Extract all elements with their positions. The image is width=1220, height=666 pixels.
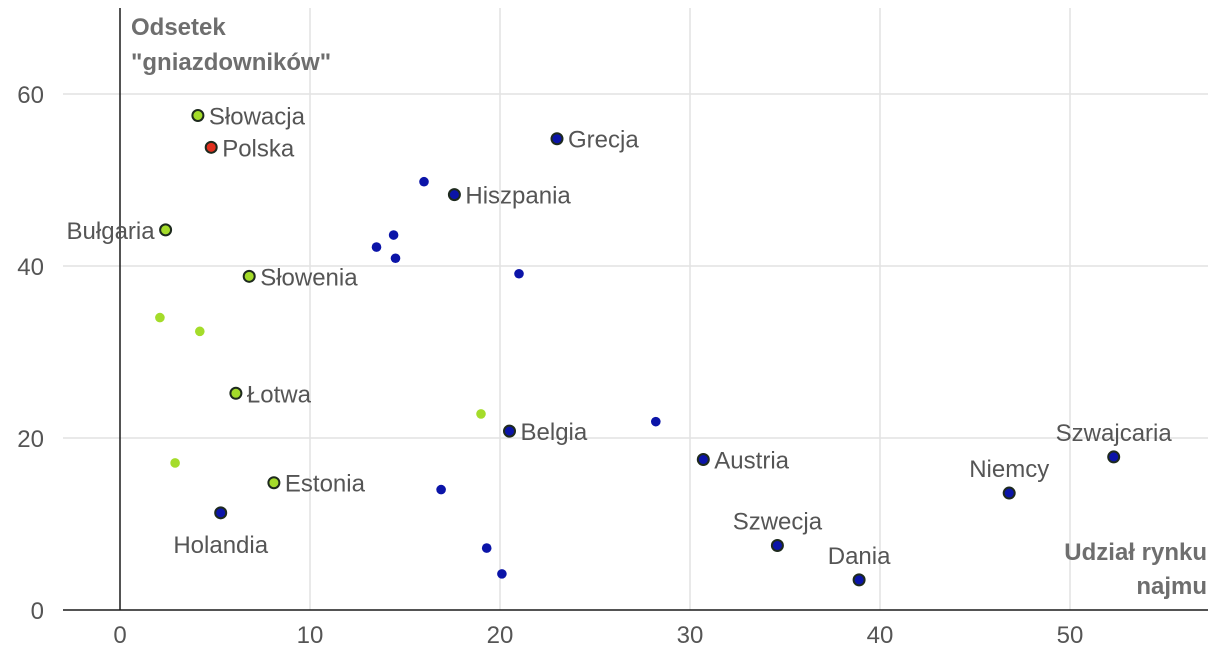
data-points [155,109,1121,587]
point-polska [204,140,218,154]
data-point [476,409,486,419]
point-label: Grecja [568,127,639,154]
data-point [651,416,661,427]
point-bułgaria [159,223,173,237]
point-szwecja [770,539,784,552]
point-label: Szwecja [733,509,823,536]
point-grecja [550,132,564,146]
point-szwajcaria [1107,450,1121,464]
point-label: Słowacja [209,104,306,131]
data-point [195,326,205,337]
point-label: Austria [714,448,789,475]
point-estonia [267,476,281,490]
point-labels: Słowacja Polska Grecja Hiszpania Bułgaria Sło… [67,104,1173,570]
x-axis-title-line-2: najmu [1136,573,1207,600]
data-point [371,242,382,252]
y-tick-label: 60 [17,82,44,109]
tick-labels: 0 10 20 30 40 50 0 20 40 60 [17,82,1083,649]
x-tick-label: 40 [867,622,894,649]
point-label: Bułgaria [67,218,156,245]
point-label: Słowenia [260,264,358,291]
point-label: Niemcy [969,456,1049,483]
x-tick-label: 0 [113,622,126,649]
point-hiszpania [447,188,461,202]
point-łotwa [229,386,243,400]
grid-lines [63,8,1208,610]
point-label: Belgia [521,419,588,446]
point-holandia [214,506,228,520]
data-point [390,253,401,264]
point-label: Szwajcaria [1056,420,1173,447]
point-label: Hiszpania [465,183,571,210]
point-label: Łotwa [247,381,312,408]
data-point [155,312,165,323]
data-point [170,458,180,468]
x-tick-label: 30 [677,622,704,649]
x-axis-title: Udział rynku najmu [1064,539,1207,600]
y-tick-label: 0 [31,598,44,625]
point-słowenia [242,269,256,283]
x-tick-label: 10 [297,622,324,649]
data-point [419,176,429,187]
point-austria [696,453,710,466]
data-point [481,543,492,553]
point-label: Dania [828,543,891,570]
point-label: Polska [222,135,295,162]
point-label: Holandia [173,532,268,559]
point-belgia [503,424,516,438]
data-point [514,268,524,279]
y-tick-label: 40 [17,254,44,281]
y-tick-label: 20 [17,426,44,453]
chart-title: Odsetek "gniazdowników" [131,14,331,76]
x-axis-title-line-1: Udział rynku [1064,539,1207,566]
data-point [436,484,446,495]
axes [63,8,1208,611]
point-dania [852,573,866,587]
point-słowacja [191,109,205,122]
point-label: Estonia [285,471,366,498]
data-point [497,569,507,579]
point-niemcy [1002,486,1016,500]
y-axis-title-line-1: Odsetek [131,14,226,41]
data-point [388,230,399,240]
y-axis-title-line-2: "gniazdowników" [131,49,331,76]
x-tick-label: 20 [487,622,514,649]
x-tick-label: 50 [1057,622,1084,649]
